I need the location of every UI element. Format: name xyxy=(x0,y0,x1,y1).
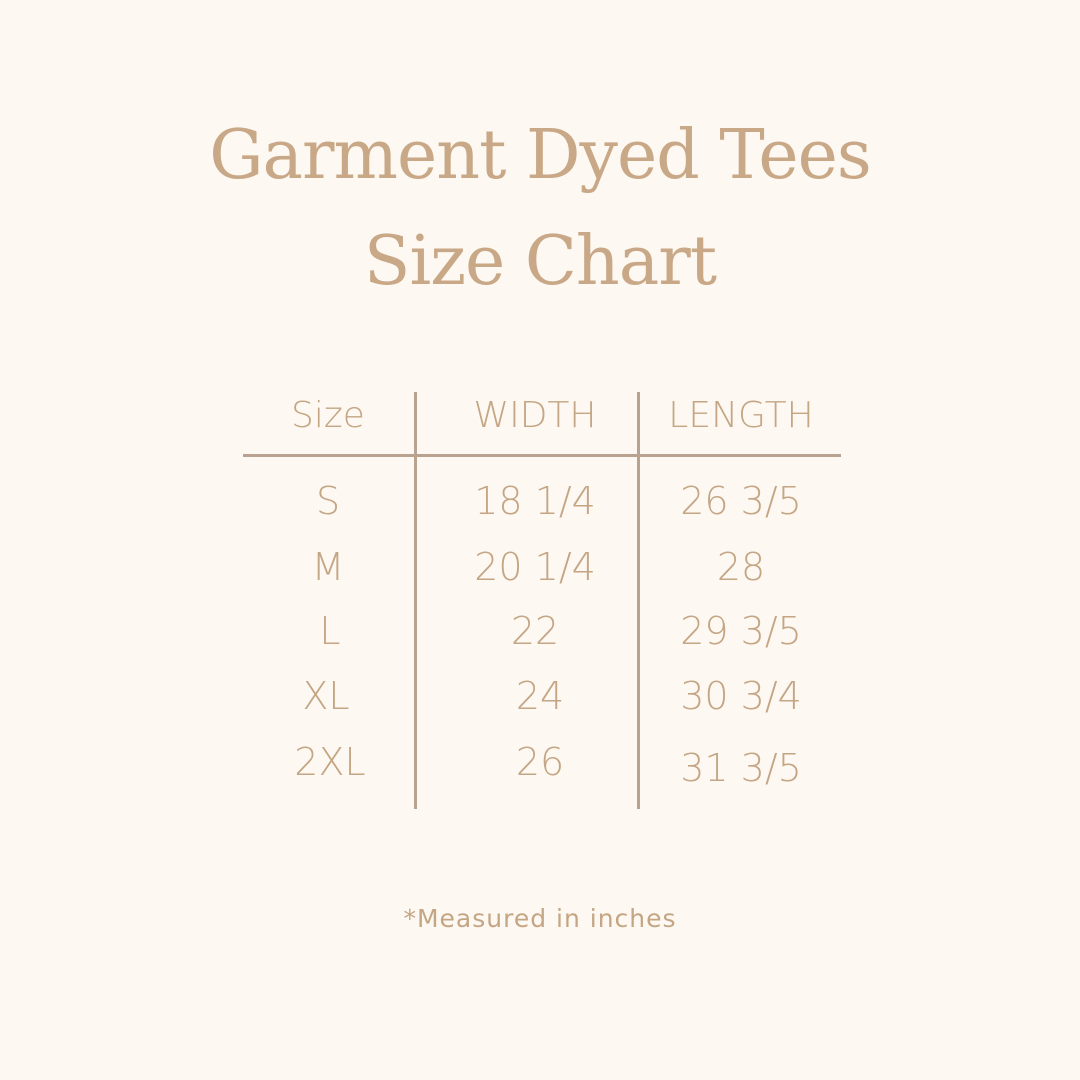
cell-size: XL xyxy=(302,674,350,718)
cell-length: 30 3/4 xyxy=(680,674,802,718)
cell-size: M xyxy=(311,545,345,589)
cell-width: 20 1/4 xyxy=(474,545,596,589)
cell-width: 22 xyxy=(510,609,560,653)
header-divider xyxy=(243,454,841,457)
cell-width: 24 xyxy=(515,674,565,718)
cell-length: 31 3/5 xyxy=(680,746,802,790)
title-line-1: Garment Dyed Tees xyxy=(209,116,872,195)
header-width: WIDTH xyxy=(473,395,597,436)
column-divider-1 xyxy=(414,392,417,809)
cell-width: 18 1/4 xyxy=(474,479,596,523)
cell-length: 29 3/5 xyxy=(680,609,802,653)
measurement-note: *Measured in inches xyxy=(403,904,677,933)
header-size: Size xyxy=(291,395,365,436)
cell-length: 26 3/5 xyxy=(680,479,802,523)
cell-size: S xyxy=(315,479,341,523)
cell-width: 26 xyxy=(515,740,565,784)
cell-length: 28 xyxy=(716,545,766,589)
cell-size: L xyxy=(319,609,341,653)
header-length: LENGTH xyxy=(668,395,814,436)
column-divider-2 xyxy=(637,392,640,809)
cell-size: 2XL xyxy=(294,740,366,784)
title-line-2: Size Chart xyxy=(363,222,717,301)
